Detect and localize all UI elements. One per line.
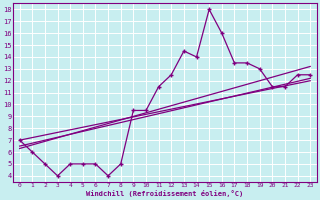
X-axis label: Windchill (Refroidissement éolien,°C): Windchill (Refroidissement éolien,°C)	[86, 190, 244, 197]
